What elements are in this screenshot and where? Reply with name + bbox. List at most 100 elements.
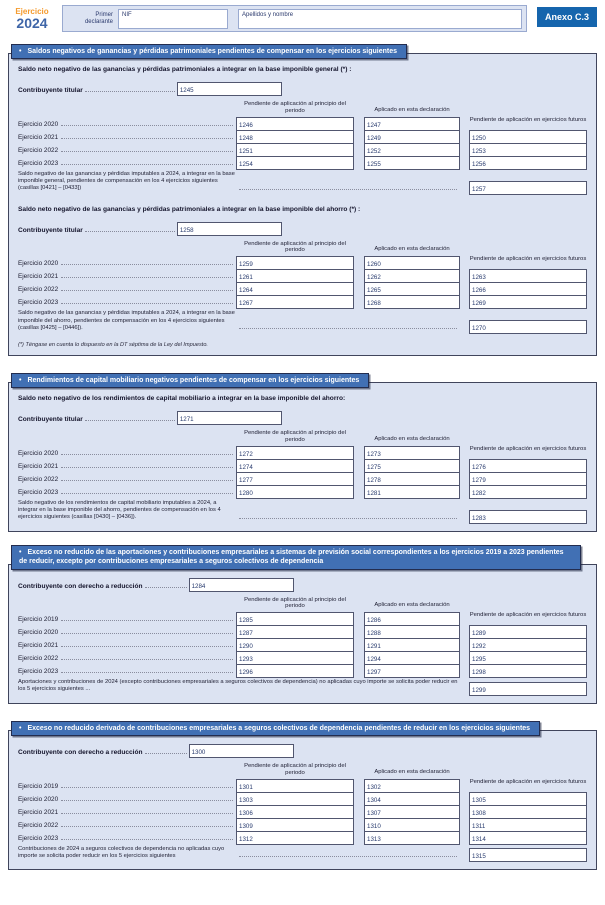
casilla-number: 1267 [239,300,253,308]
casilla-input[interactable]: 1273 [364,445,460,460]
casilla-input[interactable]: 1285 [236,612,354,627]
colhead-aplicado: Aplicado en esta declaración [374,768,450,775]
casilla-number: 1266 [472,287,486,295]
ejercicio-rows: Ejercicio 2019 1301 1302 Ejercicio 2020 … [18,778,587,845]
casilla-input[interactable]: 1305 [469,791,587,806]
casilla-input[interactable]: 1283 [469,509,587,524]
casilla-number: 1262 [367,274,381,282]
casilla-input[interactable]: 1292 [469,638,587,653]
casilla-input[interactable]: 1291 [364,638,460,653]
casilla-input[interactable]: 1265 [364,282,460,297]
casilla-number: 1290 [239,643,253,651]
casilla-input[interactable]: 1262 [364,269,460,284]
casilla-input[interactable]: 1253 [469,143,587,157]
casilla-input[interactable]: 1276 [469,458,587,473]
section-exceso-aportaciones-prevision-social: • Exceso no reducido de las aportaciones … [8,544,597,704]
holder-row: Contribuyente con derecho a reducción 13… [18,743,587,759]
casilla-input[interactable]: 1311 [469,817,587,832]
casilla-input[interactable]: 1289 [469,625,587,640]
casilla-input[interactable]: 1274 [236,458,354,473]
dotted-leader [144,753,187,755]
casilla-input[interactable]: 1264 [236,282,354,297]
casilla-input[interactable]: 1260 [364,256,460,271]
casilla-1271-input[interactable]: 1271 [176,411,282,426]
casilla-input[interactable]: 1298 [469,664,587,679]
casilla-input[interactable]: 1309 [236,817,354,832]
casilla-input[interactable]: 1296 [236,664,354,679]
dotted-leader [61,492,233,494]
casilla-input[interactable]: 1275 [364,458,460,473]
casilla-input[interactable]: 1263 [469,269,587,284]
casilla-input[interactable]: 1278 [364,471,460,486]
casilla-input[interactable]: 1302 [364,778,460,793]
casilla-input[interactable]: 1282 [469,484,587,499]
casilla-input[interactable]: 1293 [236,651,354,666]
casilla-input[interactable]: 1299 [469,681,587,696]
apellidos-nombre-field[interactable]: Apellidos y nombre [238,8,522,29]
casilla-input[interactable]: 1279 [469,471,587,486]
casilla-input[interactable]: 1261 [236,269,354,284]
casilla-input[interactable]: 1249 [364,130,460,144]
casilla-input[interactable]: 1272 [236,445,354,460]
ejercicio-rows: Ejercicio 2020 1272 1273 Ejercicio 2021 … [18,445,587,499]
holder-row: Contribuyente titular 1271 [18,410,587,426]
casilla-input[interactable]: 1290 [236,638,354,653]
casilla-number: 1272 [239,450,253,458]
casilla-input[interactable]: 1301 [236,778,354,793]
casilla-input[interactable]: 1304 [364,791,460,806]
casilla-input[interactable]: 1303 [236,791,354,806]
casilla-input[interactable]: 1287 [236,625,354,640]
summary-label: Saldo negativo de las ganancias y pérdid… [18,171,235,192]
casilla-1300-input[interactable]: 1300 [188,744,294,759]
casilla-input[interactable]: 1286 [364,612,460,627]
casilla-number: 1315 [472,853,486,861]
casilla-input[interactable]: 1294 [364,651,460,666]
block-base-ahorro: Saldo neto negativo de las ganancias y p… [18,206,587,334]
casilla-number: 1296 [239,669,253,677]
casilla-input[interactable]: 1315 [469,848,587,863]
casilla-input[interactable]: 1288 [364,625,460,640]
ejercicio-label: Ejercicio [15,7,49,16]
holder-row: Contribuyente titular 1245 [18,81,587,97]
dotted-leader [61,646,233,648]
casilla-number: 1287 [239,630,253,638]
nif-field[interactable]: NIF [118,8,228,29]
casilla-input[interactable]: 1270 [469,319,587,334]
casilla-input[interactable]: 1254 [236,156,354,170]
casilla-input[interactable]: 1308 [469,804,587,819]
casilla-1284-input[interactable]: 1284 [188,577,294,592]
casilla-input[interactable]: 1256 [469,156,587,170]
casilla-input[interactable]: 1297 [364,664,460,679]
casilla-input[interactable]: 1251 [236,143,354,157]
bullet-icon: • [19,376,22,384]
casilla-input[interactable]: 1252 [364,143,460,157]
casilla-1258-input[interactable]: 1258 [176,221,282,236]
casilla-input[interactable]: 1248 [236,130,354,144]
section-4-panel: Contribuyente con derecho a reducción 13… [8,730,597,871]
casilla-input[interactable]: 1268 [364,295,460,310]
casilla-input[interactable]: 1266 [469,282,587,297]
dotted-leader [61,812,233,814]
casilla-input[interactable]: 1313 [364,830,460,845]
casilla-input[interactable]: 1295 [469,651,587,666]
casilla-input[interactable]: 1267 [236,295,354,310]
casilla-input[interactable]: 1269 [469,295,587,310]
casilla-input[interactable]: 1257 [469,180,587,195]
casilla-input[interactable]: 1246 [236,117,354,131]
casilla-input[interactable]: 1307 [364,804,460,819]
dotted-leader [61,125,233,126]
casilla-input[interactable]: 1277 [236,471,354,486]
casilla-input[interactable]: 1247 [364,117,460,131]
casilla-input[interactable]: 1306 [236,804,354,819]
casilla-input[interactable]: 1259 [236,256,354,271]
casilla-1245-input[interactable]: 1245 [176,82,282,97]
casilla-input[interactable]: 1280 [236,484,354,499]
casilla-input[interactable]: 1314 [469,830,587,845]
casilla-input[interactable]: 1312 [236,830,354,845]
casilla-number: 1253 [472,148,486,155]
casilla-input[interactable]: 1310 [364,817,460,832]
casilla-input[interactable]: 1281 [364,484,460,499]
casilla-input[interactable]: 1250 [469,130,587,144]
casilla-input[interactable]: 1255 [364,156,460,170]
